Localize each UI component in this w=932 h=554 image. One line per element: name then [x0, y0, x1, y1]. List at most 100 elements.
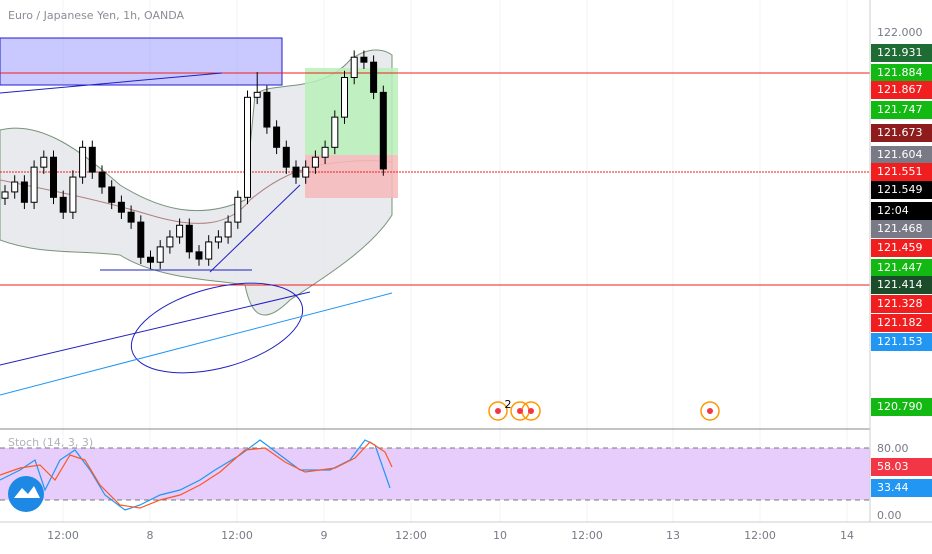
price-tag-label: 120.790 [877, 400, 923, 413]
candle-body [69, 176, 77, 213]
time-label: 12:00 [395, 529, 427, 542]
candle-body [1, 191, 9, 199]
candle-body [302, 166, 310, 178]
price-tag [871, 333, 932, 351]
price-tag [871, 64, 932, 82]
price-tag [871, 101, 932, 119]
price-tag [871, 314, 932, 332]
candle-body [166, 236, 174, 248]
candle-body [282, 146, 290, 168]
stoch-levels [0, 447, 870, 501]
candle-body [350, 56, 358, 78]
candle-body [156, 246, 164, 263]
stoch-tag-label: 33.44 [877, 481, 909, 494]
price-tag-label: 121.747 [877, 103, 923, 116]
candle-body [127, 211, 135, 223]
level-lines [0, 72, 870, 286]
price-tag-label: 121.884 [877, 66, 923, 79]
time-label: 12:00 [571, 529, 603, 542]
candle-body [59, 196, 67, 213]
price-tag [871, 124, 932, 142]
price-label: 122.000 [877, 26, 923, 39]
candle-body [98, 171, 106, 188]
chart-title: Euro / Japanese Yen, 1h, OANDA [8, 9, 185, 22]
trendlines [0, 72, 311, 374]
price-tag [871, 295, 932, 313]
price-tag-label: 121.182 [877, 316, 923, 329]
candle-body [311, 156, 319, 168]
price-tag-label: 121.551 [877, 165, 923, 178]
candle-body [117, 201, 125, 213]
bollinger-band [0, 49, 393, 316]
stoch-title: Stoch (14, 3, 3) [8, 436, 93, 449]
candle-body [214, 236, 222, 243]
price-tag [871, 44, 932, 62]
candle-body [88, 146, 96, 173]
candle-body [195, 251, 203, 260]
candle-body [331, 116, 339, 148]
price-tag-label: 12:04 [877, 204, 909, 217]
candle-body [292, 166, 300, 178]
price-tag-label: 121.328 [877, 297, 923, 310]
candle-body [253, 91, 261, 98]
price-tag-label: 121.468 [877, 222, 923, 235]
time-label: 12:00 [221, 529, 253, 542]
candle-body [11, 181, 19, 193]
candle-body [341, 76, 348, 118]
price-tag-label: 121.673 [877, 126, 923, 139]
candle-body [263, 91, 271, 128]
candle-body [79, 146, 87, 178]
price-tag-label: 121.549 [877, 183, 923, 196]
time-label: 8 [147, 529, 154, 542]
stoch-tag-label: 58.03 [877, 460, 909, 473]
price-tag [871, 81, 932, 99]
time-label: 10 [493, 529, 507, 542]
time-label: 12:00 [47, 529, 79, 542]
candle-body [137, 221, 145, 258]
price-tag-label: 121.153 [877, 335, 923, 348]
price-tag [871, 146, 932, 164]
price-tag-label: 121.459 [877, 241, 923, 254]
price-tag-label: 121.414 [877, 278, 923, 291]
event-count: 2 [505, 398, 512, 411]
supply-box [0, 37, 283, 86]
candle-body [379, 91, 387, 170]
logo-icon [14, 486, 40, 498]
candle-body [40, 156, 48, 168]
price-tag [871, 239, 932, 257]
moving-average [0, 292, 393, 396]
time-label: 12:00 [744, 529, 776, 542]
candle-body [20, 181, 28, 203]
candle-body [185, 224, 193, 253]
candle-body [360, 56, 368, 63]
price-tag [871, 181, 932, 199]
candle-body [224, 221, 232, 238]
stoch-d [0, 441, 393, 509]
candle-body [273, 126, 281, 148]
candle-body [176, 224, 184, 238]
price-tag-label: 121.604 [877, 148, 923, 161]
candle-body [205, 241, 213, 260]
price-tag [871, 220, 932, 238]
event-dots [495, 408, 713, 414]
candle-body [147, 256, 154, 263]
price-tag [871, 163, 932, 181]
price-tag [871, 202, 932, 220]
price-tag [871, 259, 932, 277]
stoch-tag [871, 458, 932, 476]
candle-body [244, 96, 251, 198]
candle-body [108, 186, 116, 203]
candle-body [234, 196, 242, 223]
candle-body [370, 61, 378, 93]
price-tag-label: 121.867 [877, 83, 923, 96]
time-label: 13 [666, 529, 680, 542]
price-tag-label: 121.447 [877, 261, 923, 274]
price-tag-label: 121.931 [877, 46, 923, 59]
stoch-tag [871, 479, 932, 497]
stoch-band [0, 448, 870, 500]
candles [1, 50, 387, 269]
stoch-axis-label: 80.00 [877, 442, 909, 455]
candle-body [321, 146, 329, 158]
time-label: 14 [840, 529, 854, 542]
